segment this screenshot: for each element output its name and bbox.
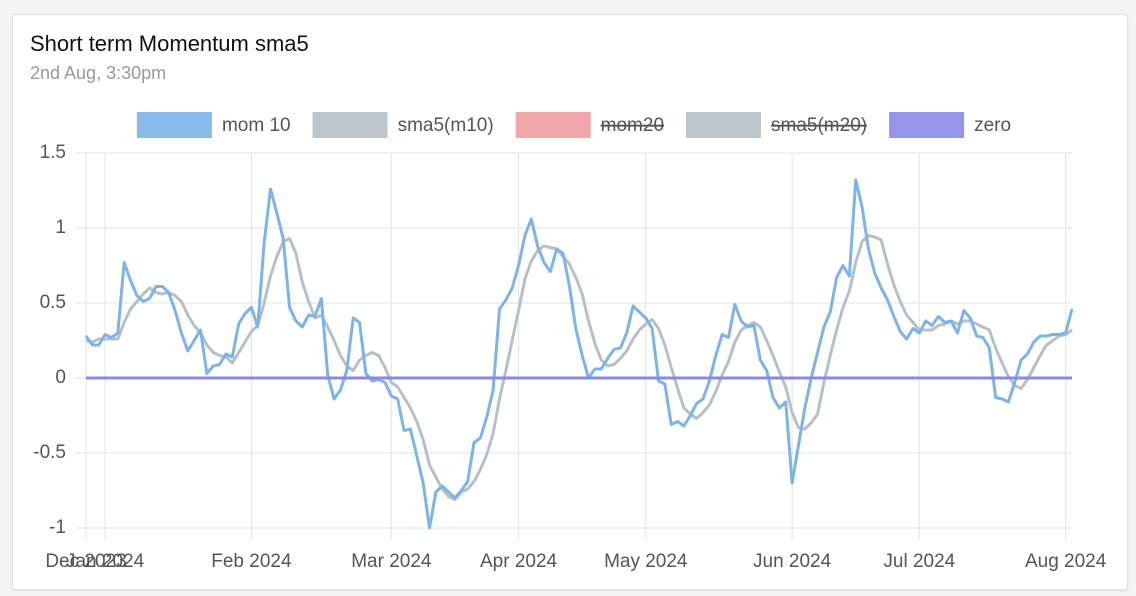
y-tick-label: 0 <box>55 367 66 388</box>
legend-item[interactable]: mom20 <box>515 112 664 138</box>
series-line <box>85 234 1073 501</box>
legend-label: sma5(m20) <box>771 115 867 136</box>
x-tick-label: Aug 2024 <box>1025 551 1107 572</box>
legend-item[interactable]: sma5(m10) <box>312 112 494 138</box>
chart-subtitle: 2nd Aug, 3:30pm <box>30 63 167 83</box>
y-tick-label: -1 <box>49 517 66 538</box>
legend-item[interactable]: zero <box>889 112 1011 138</box>
legend-swatch <box>686 112 762 138</box>
legend-swatch <box>515 112 591 138</box>
legend-label: zero <box>974 115 1011 136</box>
legend-label: mom20 <box>601 115 664 136</box>
y-tick-label: 1 <box>55 217 66 238</box>
y-tick-label: 0.5 <box>40 292 66 313</box>
x-tick-label: Apr 2024 <box>480 551 558 572</box>
legend-item[interactable]: sma5(m20) <box>686 112 867 138</box>
x-tick-label: Jan 2024 <box>66 551 145 572</box>
x-tick-label: Jul 2024 <box>883 551 955 572</box>
y-tick-label: 1.5 <box>40 142 66 163</box>
legend-label: sma5(m10) <box>398 115 494 136</box>
x-tick-label: May 2024 <box>604 551 688 572</box>
legend-swatch <box>889 112 965 138</box>
legend-label: mom 10 <box>222 115 291 136</box>
legend-swatch <box>136 112 212 138</box>
legend-swatch <box>312 112 388 138</box>
chart-title: Short term Momentum sma5 <box>30 31 309 56</box>
series-line <box>84 178 1074 530</box>
chart-card: Short term Momentum sma5 2nd Aug, 3:30pm <box>12 14 1128 590</box>
x-tick-label: Dec 2023 <box>45 551 126 572</box>
x-tick-label: Jun 2024 <box>753 551 832 572</box>
x-tick-label: Feb 2024 <box>211 551 292 572</box>
y-tick-label: -0.5 <box>33 442 66 463</box>
legend-item[interactable]: mom 10 <box>136 112 291 138</box>
x-tick-label: Mar 2024 <box>351 551 432 572</box>
